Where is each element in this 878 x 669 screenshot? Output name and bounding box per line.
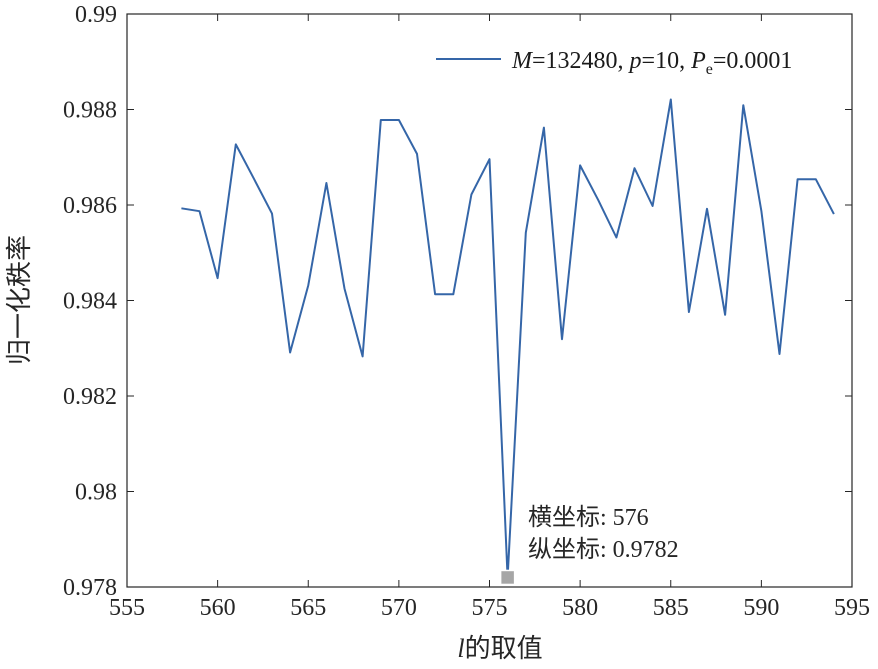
datatip-y: 纵坐标: 0.9782: [528, 536, 679, 563]
y-tick-label: 0.988: [63, 98, 117, 124]
x-tick-label: 595: [834, 595, 870, 621]
legend-m-var: M: [511, 48, 534, 74]
x-tick-labels: 555 560 565 570 575 580 585 590 595: [109, 595, 870, 621]
datatip-y-value: 0.9782: [613, 537, 679, 563]
x-axis-text: 的取值: [465, 634, 543, 663]
datatip: 横坐标: 576 纵坐标: 0.9782: [499, 504, 679, 586]
y-axis-title: 归一化秩率: [5, 235, 34, 365]
datatip-x-label: 横坐标:: [528, 504, 613, 531]
y-tick-label: 0.978: [63, 575, 117, 601]
y-tick-labels: 0.978 0.98 0.982 0.984 0.986 0.988 0.99: [63, 2, 117, 601]
x-tick-label: 555: [109, 595, 145, 621]
y-tick-label: 0.98: [75, 480, 117, 506]
x-tick-label: 560: [200, 595, 236, 621]
y-tick-label: 0.982: [63, 384, 117, 410]
x-tick-label: 575: [472, 595, 508, 621]
plot-area: [126, 13, 853, 588]
datatip-y-label: 纵坐标:: [528, 536, 613, 563]
x-tick-label: 585: [653, 595, 689, 621]
datatip-x-value: 576: [613, 505, 649, 531]
x-tick-label: 580: [562, 595, 598, 621]
legend-pe-var: P: [690, 48, 706, 74]
datatip-x: 横坐标: 576: [528, 504, 649, 531]
x-axis-var: l: [457, 634, 464, 663]
legend: M=132480, p=10, Pe=0.0001: [436, 48, 792, 78]
x-tick-label: 565: [290, 595, 326, 621]
legend-m-text: =132480,: [532, 48, 630, 74]
legend-pe-sub: e: [706, 61, 713, 78]
legend-p-text: =10,: [642, 48, 692, 74]
legend-label: M=132480, p=10, Pe=0.0001: [511, 48, 792, 78]
y-tick-label: 0.99: [75, 2, 117, 28]
y-tick-label: 0.984: [63, 289, 117, 315]
legend-p-var: p: [628, 48, 642, 74]
x-tick-label: 570: [381, 595, 417, 621]
legend-pe-text: =0.0001: [713, 48, 793, 74]
datatip-marker[interactable]: [499, 569, 516, 586]
axis-ticks: [126, 13, 853, 588]
y-tick-label: 0.986: [63, 193, 117, 219]
x-tick-label: 590: [743, 595, 779, 621]
x-axis-title: l的取值: [457, 634, 542, 663]
